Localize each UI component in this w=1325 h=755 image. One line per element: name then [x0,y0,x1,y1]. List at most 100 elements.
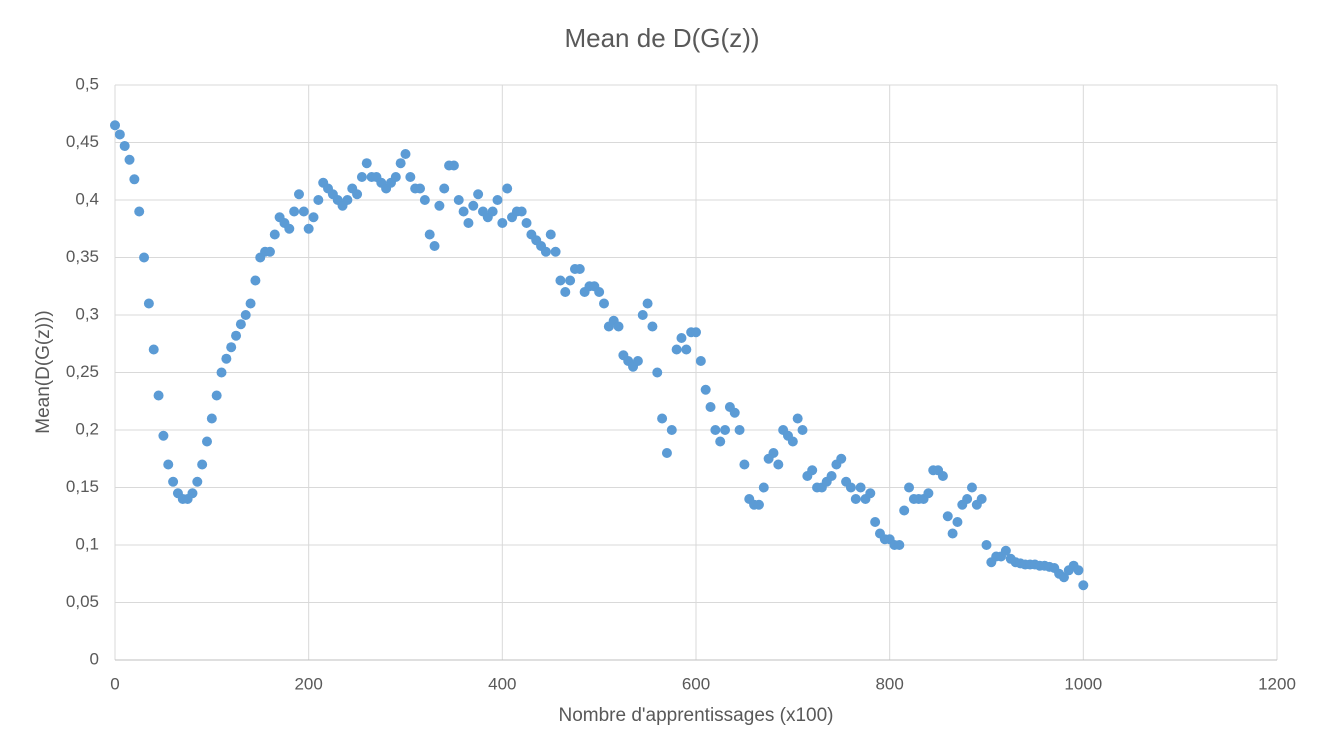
y-axis-label: Mean(D(G(z))) [33,310,54,434]
point [599,298,610,309]
point [565,275,576,286]
point [845,482,856,493]
point [739,459,750,470]
point [264,246,275,257]
point [657,413,668,424]
point [729,407,740,418]
y-tick-label: 0,45 [66,132,99,151]
point [632,356,643,366]
point [521,218,532,228]
x-tick-label: 400 [488,674,516,693]
point [390,172,401,182]
point [429,241,440,251]
y-tick-label: 0,3 [75,304,99,323]
point [361,158,372,169]
point [574,264,585,274]
point [124,154,135,165]
point [947,528,958,539]
point [705,402,716,412]
point [952,517,963,527]
point [231,330,242,341]
point [962,494,973,504]
point [293,189,304,200]
point [976,494,987,504]
point [250,275,261,286]
point [516,206,527,217]
point [356,172,367,182]
point [753,499,764,510]
point [298,206,309,217]
point [981,540,992,550]
point [710,425,721,435]
y-tick-label: 0 [90,649,99,668]
point [163,459,174,470]
point [899,505,910,516]
point [937,471,948,481]
point [313,195,324,205]
point [448,160,459,171]
point [787,436,798,447]
point [923,488,934,499]
point [1078,580,1089,591]
point [647,321,658,332]
point [676,333,687,343]
x-tick-label: 800 [875,674,903,693]
point [550,246,561,257]
point [468,200,479,211]
point [439,183,450,194]
point [197,459,208,470]
point [352,189,363,200]
point [235,319,246,330]
point [594,287,605,297]
x-tick-label: 0 [110,674,119,693]
y-tick-label: 0,15 [66,477,99,496]
point [768,448,779,458]
point [453,195,464,205]
point [560,287,571,297]
point [148,344,159,355]
point [681,344,692,355]
point [487,206,498,217]
y-tick-label: 0,1 [75,534,99,553]
point [502,183,513,194]
x-tick-label: 200 [294,674,322,693]
point [1073,565,1084,576]
point [129,174,140,185]
y-tick-label: 0,35 [66,247,99,266]
point [642,298,653,309]
point [807,465,818,476]
point [904,482,915,493]
y-tick-label: 0,05 [66,592,99,611]
point [850,494,861,504]
y-tick-label: 0,5 [75,74,99,93]
point [870,517,881,527]
point [652,367,663,378]
point [797,425,808,435]
y-tick-label: 0,25 [66,362,99,381]
point [894,540,905,550]
point [415,183,426,194]
point [540,246,551,257]
point [865,488,876,499]
point [855,482,866,493]
point [700,384,711,395]
point [342,195,353,205]
point [1000,545,1011,556]
x-axis-label: Nombre d'apprentissages (x100) [558,705,833,726]
point [284,223,295,234]
point [221,353,232,364]
point [269,229,280,240]
point [695,356,706,366]
point [691,327,701,338]
point [289,206,300,217]
point [671,344,682,355]
point [661,448,672,458]
point [303,223,314,234]
point [613,321,624,332]
chart-title: Mean de D(G(z)) [564,23,759,53]
x-tick-label: 1000 [1064,674,1102,693]
point [497,218,508,228]
point [826,471,837,481]
x-tick-label: 1200 [1258,674,1296,693]
point [216,367,227,378]
